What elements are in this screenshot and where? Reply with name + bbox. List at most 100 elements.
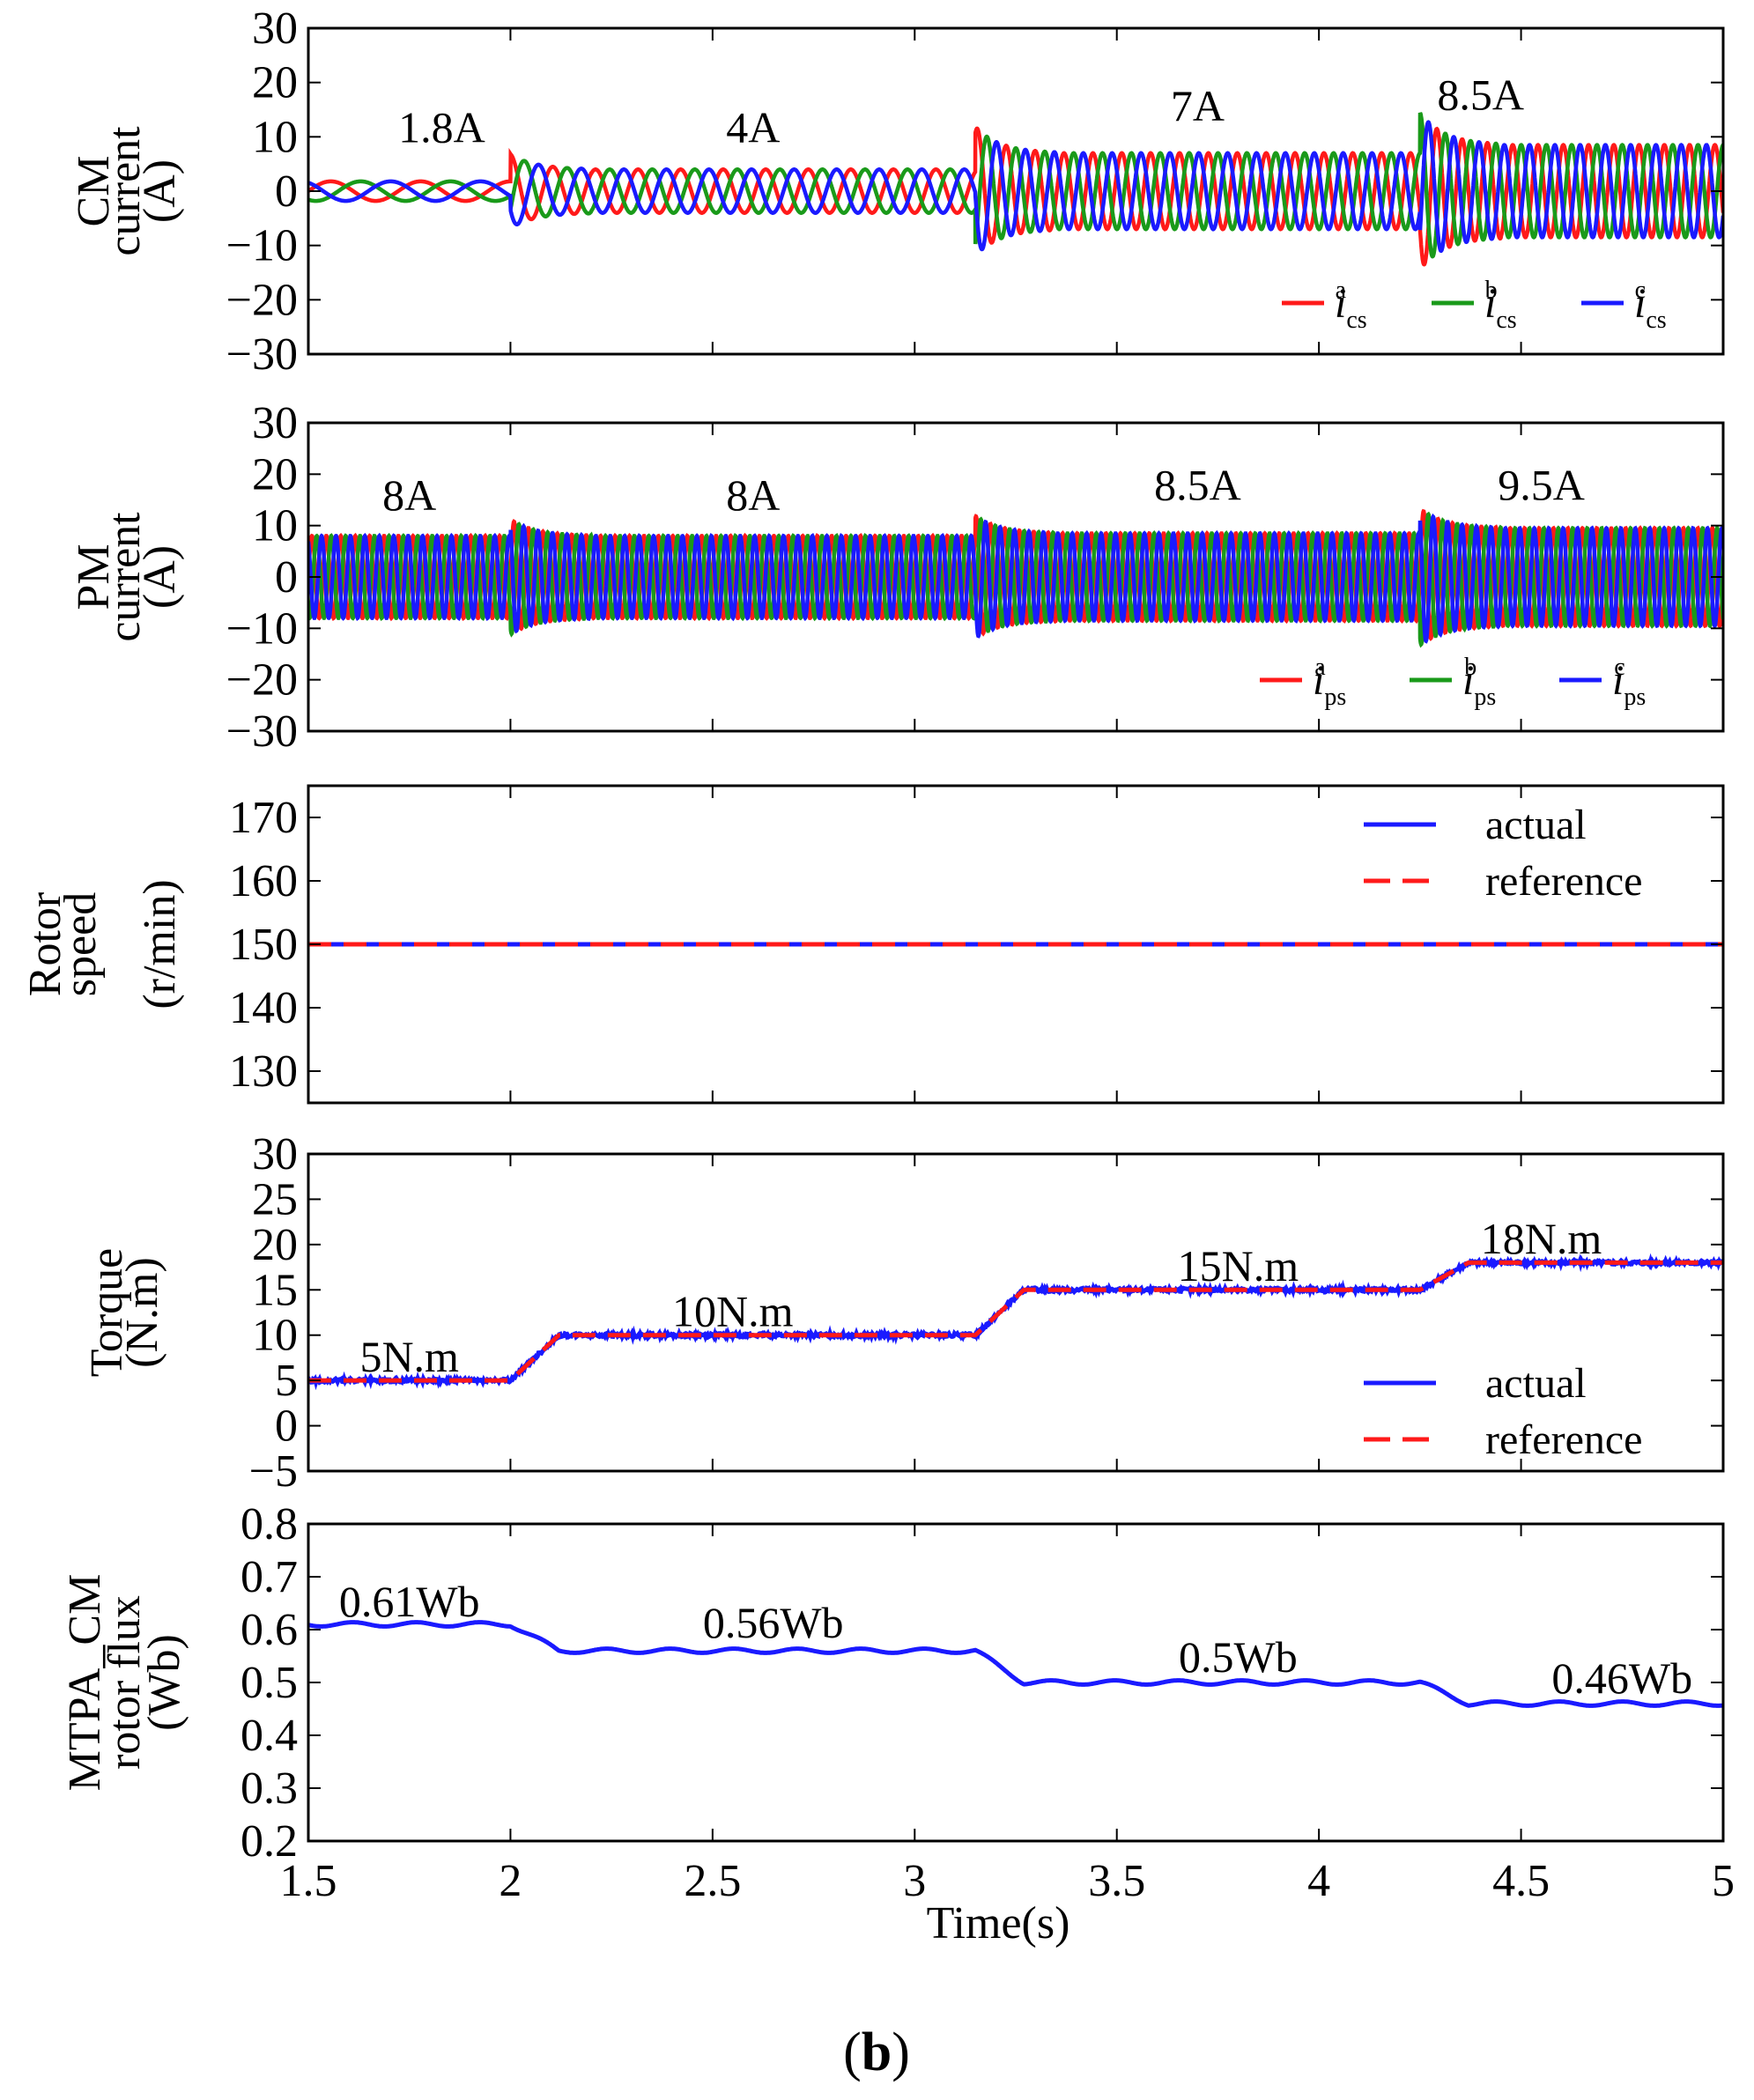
legend-label: ipsc — [1612, 654, 1646, 711]
annotation-label: 8A — [382, 470, 436, 520]
y-tick-label: 30 — [252, 4, 298, 54]
y-tick-label: 20 — [252, 1220, 298, 1270]
y-tick-label: 10 — [252, 112, 298, 162]
annotation-label: 0.46Wb — [1551, 1653, 1692, 1703]
annotation-label: 0.5Wb — [1179, 1632, 1298, 1682]
y-axis-label: (A) — [135, 545, 185, 609]
y-tick-label: −30 — [226, 329, 298, 380]
legend: actual reference — [1364, 1360, 1642, 1463]
legend-sub: ps — [1324, 684, 1346, 711]
series-line-b — [308, 511, 1723, 648]
y-axis-label: Rotor — [20, 892, 70, 996]
legend: icsa icsb icsc — [1282, 277, 1667, 334]
y-tick-label: 10 — [252, 1311, 298, 1361]
y-tick-label: 0 — [275, 552, 298, 603]
legend-label: reference — [1485, 1416, 1642, 1463]
y-tick-label: 30 — [252, 398, 298, 448]
legend: actual reference — [1364, 802, 1642, 905]
y-tick-label: −10 — [226, 221, 298, 271]
annotation-label: 7A — [1171, 81, 1225, 130]
y-tick-label: 20 — [252, 58, 298, 108]
legend-label: icsb — [1484, 277, 1517, 334]
legend-sub: ps — [1474, 684, 1496, 711]
legend-sub: ps — [1624, 684, 1646, 711]
y-axis-label: PM — [69, 543, 119, 610]
x-tick-label: 4 — [1307, 1856, 1330, 1906]
axes-frame — [307, 1522, 1725, 1843]
legend-sup: b — [1464, 654, 1476, 681]
x-tick-label: 3 — [903, 1856, 926, 1906]
legend-sub: cs — [1646, 307, 1666, 334]
legend-sup: b — [1485, 277, 1498, 304]
annotation-label: 8.5A — [1437, 70, 1524, 120]
y-tick-label: 160 — [229, 856, 298, 906]
y-tick-label: −10 — [226, 603, 298, 654]
y-tick-label: 0.6 — [241, 1605, 298, 1655]
y-tick-label: −5 — [249, 1446, 298, 1497]
series-line-flux — [308, 1620, 1723, 1708]
legend-label: ipsa — [1313, 654, 1346, 711]
panel-flux: 0.80.70.60.50.40.30.21.5 2 2.5 3 3.5 4 4.5 5 MTP… — [60, 1499, 1735, 1906]
plot-area-pm — [308, 508, 1723, 648]
legend: ipsa ipsb ipsc — [1260, 654, 1646, 711]
annotation-label: 9.5A — [1498, 461, 1585, 510]
annotation-label: 15N.m — [1178, 1241, 1299, 1290]
y-tick-label: 0.7 — [241, 1552, 298, 1602]
legend-label: ipsb — [1462, 654, 1496, 711]
y-tick-label: 10 — [252, 501, 298, 551]
y-tick-label: 0.3 — [241, 1764, 298, 1814]
axes-frame — [307, 784, 1725, 1105]
x-tick-label: 3.5 — [1088, 1856, 1145, 1906]
x-tick-label: 2 — [499, 1856, 522, 1906]
plot-area-cm — [308, 112, 1723, 267]
x-tick-label: 1.5 — [280, 1856, 337, 1906]
y-axis-label: current — [100, 126, 150, 256]
y-axis-label: (Wb) — [139, 1634, 189, 1731]
x-axis-label: Time(s) — [927, 1898, 1070, 1948]
y-axis-label: MTPA_CM — [60, 1574, 110, 1792]
y-tick-label: −20 — [226, 655, 298, 706]
y-tick-label: 0 — [275, 166, 298, 217]
y-tick-label: 150 — [229, 920, 298, 970]
legend-label: actual — [1485, 802, 1587, 848]
legend-label: icsc — [1634, 277, 1667, 334]
annotation-label: 4A — [726, 103, 780, 152]
caption-letter: b — [862, 2022, 892, 2082]
y-tick-label: −20 — [226, 275, 298, 325]
caption-open: ( — [843, 2022, 862, 2082]
plot-area-flux — [308, 1620, 1723, 1708]
legend-sup: a — [1314, 654, 1326, 681]
y-tick-label: 25 — [252, 1174, 298, 1224]
legend-label: reference — [1485, 858, 1642, 905]
legend-sup: c — [1614, 654, 1624, 681]
annotation-label: 18N.m — [1481, 1214, 1602, 1263]
legend-sup: a — [1336, 277, 1347, 304]
x-tick-label: 2.5 — [684, 1856, 741, 1906]
y-tick-label: 0.8 — [241, 1499, 298, 1549]
series-line-c — [308, 513, 1723, 644]
y-tick-label: 170 — [229, 793, 298, 843]
annotation-label: 5N.m — [359, 1332, 459, 1381]
y-tick-label: 0 — [275, 1401, 298, 1452]
annotation-label: 0.61Wb — [339, 1577, 480, 1626]
y-tick-label: −30 — [226, 706, 298, 757]
y-axis-label: current — [100, 512, 150, 642]
y-axis-label: (N.m) — [117, 1257, 167, 1368]
y-tick-label: 0.5 — [241, 1658, 298, 1708]
y-tick-label: 5 — [275, 1356, 298, 1406]
axes-frame — [307, 26, 1725, 356]
series-line-c — [308, 120, 1723, 253]
legend-label: icsa — [1335, 277, 1367, 334]
series-line-reference — [308, 1260, 1723, 1383]
figure-caption: (b) — [843, 2022, 910, 2082]
axes-frame — [307, 421, 1725, 733]
annotation-label: 8A — [726, 470, 780, 520]
y-axis-label: speed — [56, 892, 106, 996]
y-tick-label: 130 — [229, 1046, 298, 1097]
caption-close: ) — [892, 2022, 910, 2082]
